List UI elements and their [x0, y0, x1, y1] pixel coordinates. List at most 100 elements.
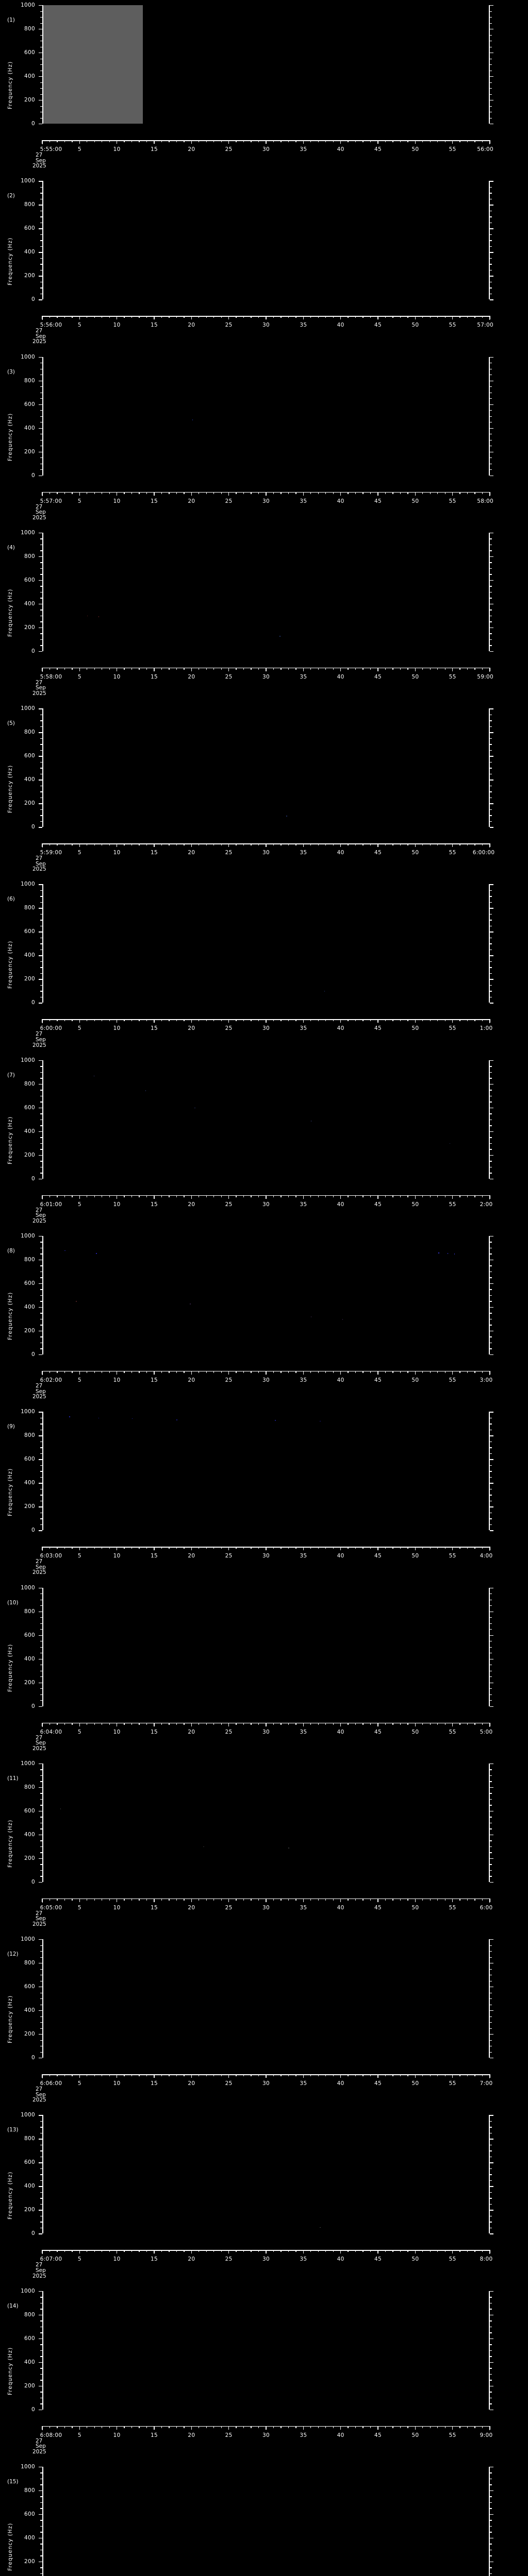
x-axis-minor-tick	[221, 1722, 222, 1725]
y-axis-tick-label: 600	[24, 2511, 35, 2517]
x-axis-minor-tick	[213, 1722, 214, 1725]
y-axis-minor-tick	[40, 216, 42, 217]
x-axis-minor-tick	[444, 316, 446, 318]
x-axis-minor-tick	[176, 2250, 177, 2252]
y-axis-minor-tick	[40, 1951, 42, 1952]
x-axis	[42, 2074, 490, 2079]
y-axis-tick	[39, 2514, 42, 2515]
x-axis-tick-label: 35	[300, 322, 307, 329]
date-line: Sep	[36, 1037, 46, 1043]
x-axis-minor-tick	[243, 2250, 244, 2252]
y-axis-tick-label: 800	[24, 201, 35, 208]
x-axis-minor-tick	[422, 843, 423, 846]
y-axis-tick-label: 0	[31, 2055, 35, 2061]
y-axis-minor-tick	[40, 234, 42, 235]
trace-mark	[320, 2227, 321, 2228]
x-axis-tick-label: 35	[300, 850, 307, 856]
x-axis-minor-tick	[161, 492, 162, 494]
y-axis-minor-tick-right	[490, 943, 492, 944]
x-axis-tick-label: 40	[337, 498, 344, 504]
x-axis-minor-tick	[355, 1722, 356, 1725]
x-axis-minor-tick	[482, 843, 483, 846]
y-axis-minor-tick	[40, 2028, 42, 2029]
x-axis-minor-tick	[258, 1898, 259, 1901]
x-axis-minor-tick	[258, 1722, 259, 1725]
x-axis-tick-label: 10	[113, 2256, 121, 2263]
y-axis-title: Frequency (Hz)	[7, 589, 13, 637]
y-axis-minor-tick	[40, 1423, 42, 1425]
y-axis-tick-label: 800	[24, 377, 35, 384]
y-axis-tick-right	[490, 1787, 493, 1788]
x-axis-minor-tick	[467, 1547, 468, 1549]
x-axis-minor-tick	[131, 316, 133, 318]
x-axis-major-tick	[377, 1547, 378, 1551]
y-axis-right-spine	[489, 357, 490, 476]
x-axis-tick-label: 35	[300, 1201, 307, 1208]
x-axis-minor-tick	[437, 843, 438, 846]
y-axis-minor-tick-right	[490, 1101, 492, 1103]
x-axis-minor-tick	[273, 2074, 274, 2077]
x-axis-end-label: 3:00	[480, 1377, 493, 1383]
x-axis-tick-label: 15	[151, 1201, 158, 1208]
date-line: 27	[36, 152, 43, 158]
x-axis-minor-tick	[213, 2250, 214, 2252]
x-axis-minor-tick	[109, 1547, 110, 1549]
y-axis-minor-tick	[40, 1465, 42, 1466]
y-axis-tick-label: 400	[24, 2534, 35, 2541]
x-axis-cap-right	[489, 140, 490, 144]
x-axis-tick-label: 55	[449, 322, 456, 329]
trace-mark	[98, 616, 100, 617]
y-axis-minor-tick-right	[490, 469, 492, 470]
x-axis-minor-tick	[221, 843, 222, 846]
x-axis-minor-tick	[437, 492, 438, 494]
y-axis-tick-label: 800	[24, 2487, 35, 2494]
y-axis-right-spine	[489, 532, 490, 651]
x-axis-minor-tick	[333, 1195, 334, 1197]
y-axis-left-spine	[42, 1763, 43, 1882]
x-axis-minor-tick	[258, 492, 259, 494]
x-axis	[42, 2250, 490, 2255]
y-axis-tick-label: 1000	[21, 1584, 35, 1591]
y-axis-minor-tick	[40, 809, 42, 810]
x-axis-minor-tick	[325, 2426, 326, 2428]
x-axis-minor-tick	[482, 140, 483, 142]
x-axis-minor-tick	[362, 140, 364, 142]
panel-number-label: (11)	[7, 1775, 19, 1782]
x-axis-minor-tick	[474, 140, 475, 142]
x-axis-tick-label: 10	[113, 1553, 121, 1560]
y-axis-tick	[39, 1307, 42, 1308]
x-axis-minor-tick	[146, 1547, 147, 1549]
x-axis-minor-tick	[288, 1195, 289, 1197]
x-axis-minor-tick	[467, 843, 468, 846]
x-axis-minor-tick	[131, 1019, 133, 1022]
x-axis-minor-tick	[94, 1370, 95, 1373]
x-axis-minor-tick	[146, 316, 147, 318]
x-axis-minor-tick	[288, 2074, 289, 2077]
y-axis-minor-tick	[40, 1447, 42, 1448]
y-axis-tick-label: 600	[24, 225, 35, 232]
y-axis-tick-right	[490, 1060, 493, 1061]
date-line: 2025	[32, 338, 46, 345]
x-axis-start-label: 5:56:00	[40, 322, 62, 329]
x-axis-major-tick	[303, 1195, 304, 1199]
x-axis-start-label: 6:08:00	[40, 2432, 62, 2438]
x-axis-minor-tick	[482, 667, 483, 670]
y-axis-minor-tick	[40, 1336, 42, 1337]
x-axis-major-tick	[228, 2426, 229, 2430]
x-axis-minor-tick	[407, 2074, 408, 2077]
y-axis-minor-tick	[40, 1957, 42, 1958]
y-axis-minor-tick	[40, 1945, 42, 1946]
date-line: 2025	[32, 1042, 46, 1048]
y-axis-minor-tick-right	[490, 2028, 492, 2029]
y-axis-tick-label: 200	[24, 1679, 35, 1686]
x-axis-tick-label: 30	[262, 1377, 270, 1383]
x-axis-minor-tick	[422, 316, 423, 318]
y-axis-minor-tick-right	[490, 2508, 492, 2509]
x-axis-major-tick	[79, 1370, 80, 1375]
x-axis-tick-label: 55	[449, 673, 456, 680]
x-axis	[42, 1722, 490, 1727]
y-axis-tick-label: 200	[24, 1327, 35, 1334]
x-axis-major-tick	[377, 2250, 378, 2254]
x-axis-minor-tick	[362, 667, 364, 670]
